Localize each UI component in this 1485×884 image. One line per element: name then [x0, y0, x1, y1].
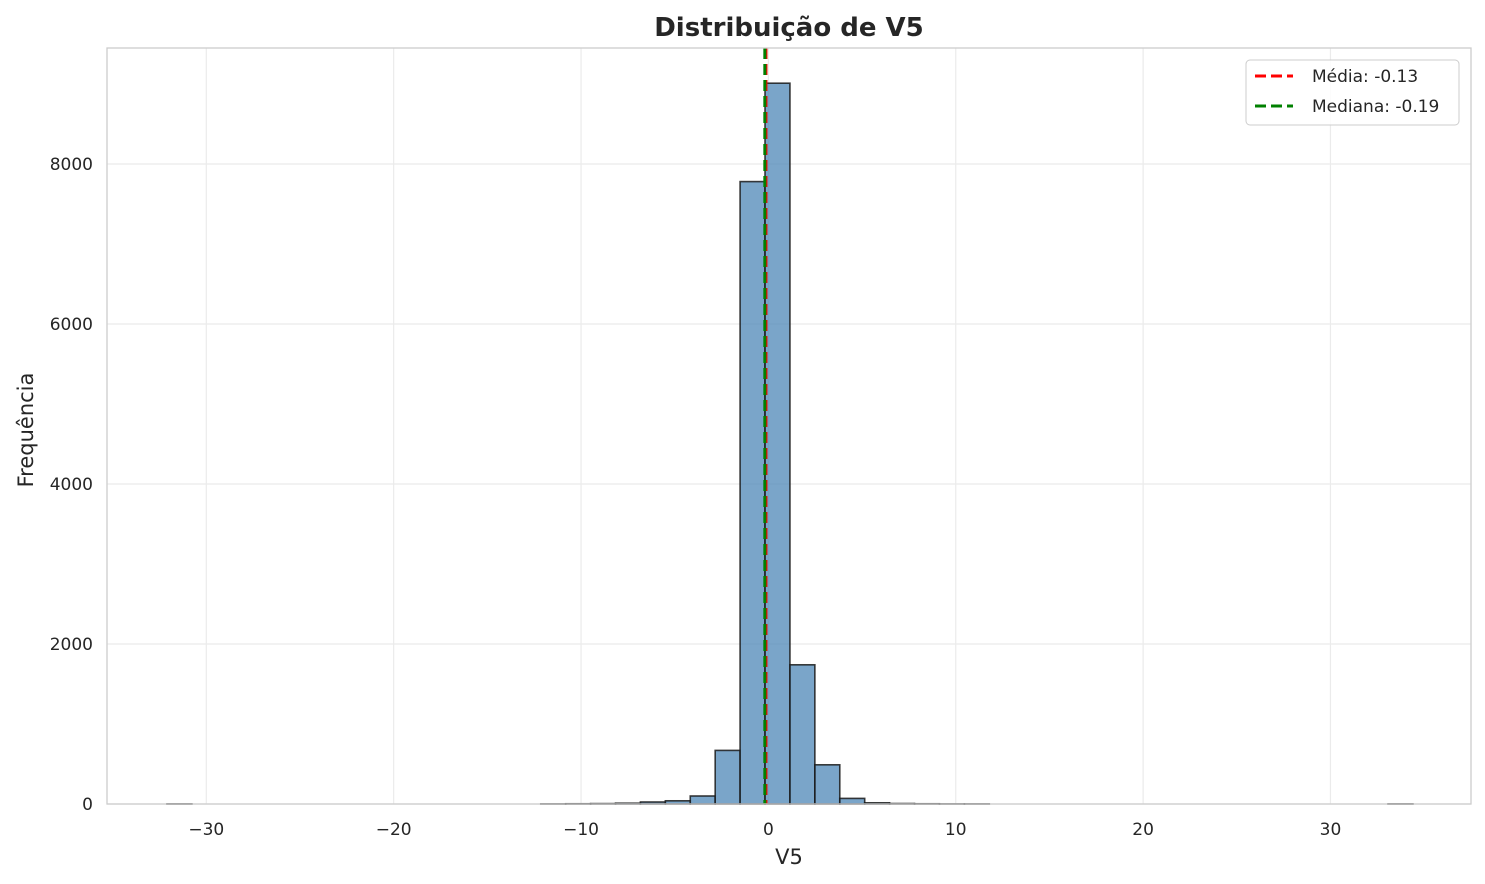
y-tick-label: 0: [82, 795, 93, 815]
y-axis-label: Frequência: [14, 373, 38, 488]
y-tick-label: 6000: [50, 315, 93, 335]
x-tick-label: 20: [1132, 820, 1154, 840]
histogram-bar: [838, 797, 866, 805]
reference-lines: [763, 48, 768, 804]
histogram-bar: [714, 749, 741, 805]
y-tick-label: 2000: [50, 635, 93, 655]
x-axis-label: V5: [775, 845, 803, 869]
y-tick-label: 4000: [50, 475, 93, 495]
x-tick-label: −30: [188, 820, 224, 840]
histogram-bar: [689, 795, 716, 805]
legend-mean-label: Média: -0.13: [1312, 67, 1418, 87]
histogram-bar: [789, 663, 816, 805]
legend-box: [1245, 59, 1460, 126]
histogram-bar: [764, 82, 791, 805]
legend: Média: -0.13 Mediana: -0.19: [1245, 59, 1460, 126]
x-tick-label: −10: [563, 820, 599, 840]
x-tick-label: 10: [945, 820, 967, 840]
y-axis-ticks: 0 2000 4000 6000 8000: [50, 155, 93, 815]
legend-median-label: Mediana: -0.19: [1312, 97, 1439, 117]
x-tick-label: 0: [763, 820, 774, 840]
x-tick-label: 30: [1320, 820, 1342, 840]
histogram-bar: [739, 180, 766, 805]
chart-title: Distribuição de V5: [654, 13, 924, 43]
x-axis-ticks: −30 −20 −10 0 10 20 30: [188, 820, 1341, 840]
x-tick-label: −20: [376, 820, 412, 840]
plot-area-frame: [106, 47, 1472, 805]
histogram-bars: [166, 82, 1414, 805]
y-tick-label: 8000: [50, 155, 93, 175]
histogram-bar: [814, 763, 841, 805]
